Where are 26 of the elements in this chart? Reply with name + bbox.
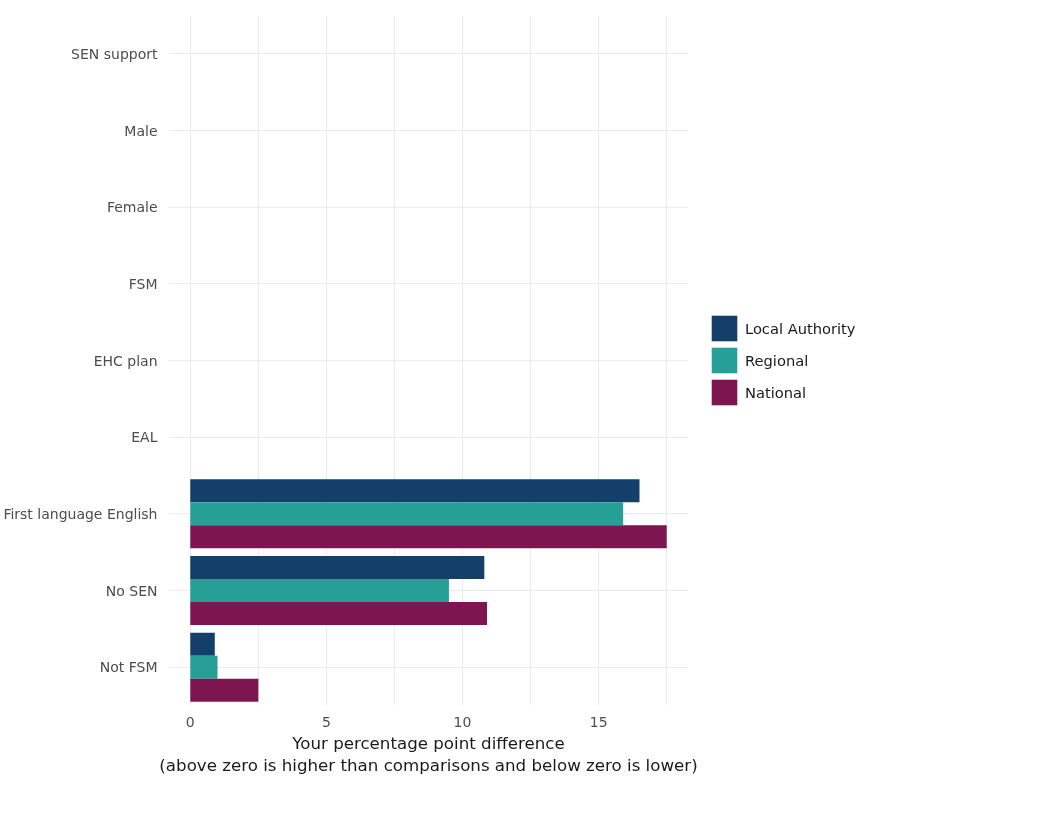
bar <box>190 579 449 602</box>
y-tick-label: Female <box>106 199 158 216</box>
y-tick-label: EHC plan <box>93 352 158 369</box>
y-tick-label: First language English <box>3 505 158 522</box>
bar <box>190 556 485 579</box>
y-tick-label: No SEN <box>105 582 158 599</box>
bar <box>190 678 259 702</box>
bar <box>190 525 667 549</box>
bar <box>190 502 624 526</box>
bar <box>190 602 488 625</box>
legend-label: National <box>745 383 807 401</box>
y-tick-label: Male <box>124 122 158 139</box>
bar <box>190 479 640 503</box>
bar <box>190 655 218 679</box>
x-tick-label: 15 <box>589 713 608 730</box>
legend-label: Local Authority <box>745 319 856 337</box>
y-tick-label: SEN support <box>71 45 159 62</box>
y-tick-label: EAL <box>131 429 158 446</box>
y-tick-label: FSM <box>128 275 158 292</box>
x-tick-label: 5 <box>321 713 331 730</box>
x-tick-label: 0 <box>185 713 195 730</box>
x-tick-label: 10 <box>453 713 472 730</box>
bar <box>190 632 215 656</box>
legend-label: Regional <box>745 351 809 369</box>
y-tick-label: Not FSM <box>99 659 158 676</box>
x-axis-title: Your percentage point difference (above zero is higher than comparisons and below zero is lower) <box>159 733 698 776</box>
